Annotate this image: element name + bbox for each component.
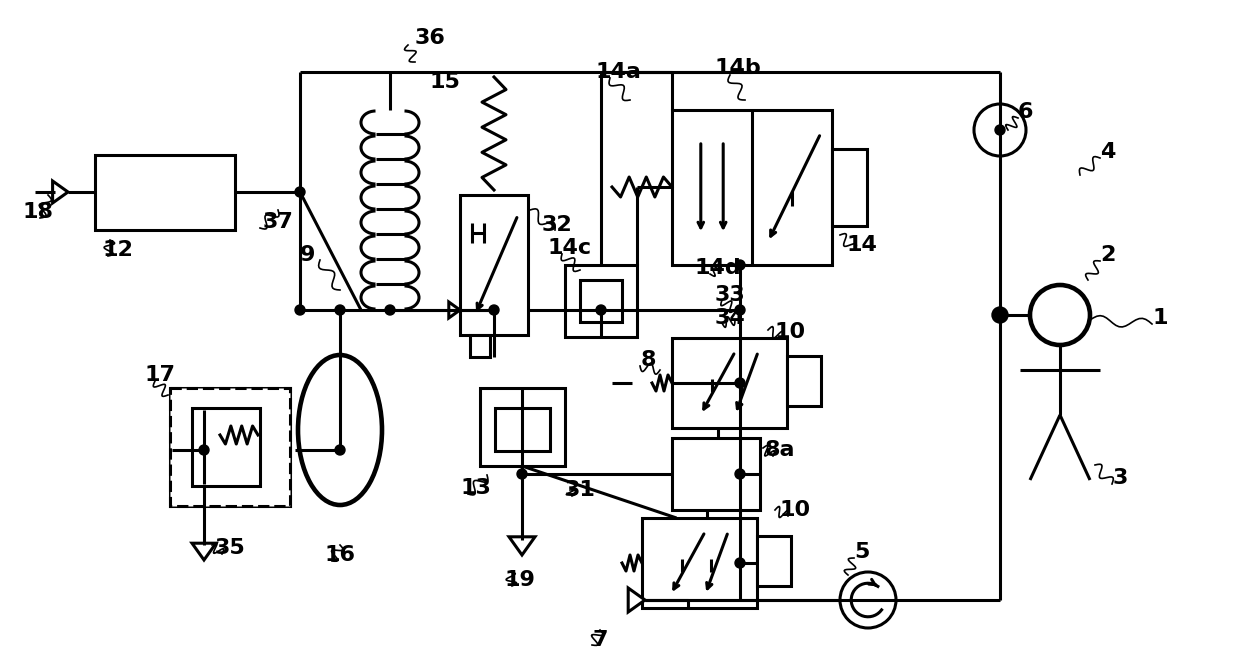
- Polygon shape: [192, 544, 216, 560]
- Bar: [787, 356, 821, 406]
- Text: 14a: 14a: [595, 62, 641, 82]
- Polygon shape: [449, 302, 460, 318]
- Text: 14c: 14c: [548, 238, 591, 258]
- Circle shape: [735, 260, 745, 270]
- Bar: [565, 265, 637, 337]
- Text: 37: 37: [263, 212, 294, 232]
- Bar: [192, 408, 260, 486]
- Circle shape: [1030, 285, 1090, 345]
- Bar: [756, 536, 791, 585]
- Circle shape: [973, 104, 1025, 156]
- Text: 31: 31: [564, 480, 595, 500]
- Polygon shape: [629, 588, 645, 612]
- Circle shape: [992, 307, 1008, 323]
- Bar: [460, 195, 528, 335]
- Text: 10: 10: [780, 500, 811, 520]
- Circle shape: [994, 125, 1004, 135]
- Text: 14b: 14b: [714, 58, 761, 78]
- Text: 33: 33: [714, 285, 745, 305]
- Bar: [672, 110, 832, 265]
- Text: 19: 19: [505, 570, 536, 590]
- Circle shape: [489, 305, 498, 315]
- Text: 12: 12: [103, 240, 134, 260]
- Circle shape: [517, 469, 527, 479]
- Bar: [170, 388, 290, 506]
- Text: 8: 8: [640, 350, 656, 370]
- Circle shape: [384, 305, 396, 315]
- Bar: [580, 280, 622, 322]
- Circle shape: [295, 305, 305, 315]
- Bar: [480, 388, 565, 466]
- Text: 5: 5: [854, 542, 869, 562]
- Bar: [832, 149, 867, 226]
- Text: 10: 10: [775, 322, 806, 342]
- Text: 14: 14: [847, 235, 878, 255]
- Text: 18: 18: [22, 202, 53, 222]
- Bar: [470, 335, 490, 357]
- Circle shape: [335, 305, 345, 315]
- Circle shape: [735, 558, 745, 568]
- Polygon shape: [508, 537, 534, 555]
- Text: 9: 9: [300, 245, 316, 265]
- Bar: [495, 408, 551, 451]
- Text: 16: 16: [325, 545, 356, 565]
- Circle shape: [295, 187, 305, 197]
- Circle shape: [735, 378, 745, 388]
- Text: 34: 34: [714, 308, 745, 328]
- Text: 14d: 14d: [694, 258, 742, 278]
- Circle shape: [596, 305, 606, 315]
- Text: 1: 1: [1152, 308, 1168, 328]
- Text: 6: 6: [1017, 102, 1033, 122]
- Text: 3: 3: [1112, 468, 1127, 488]
- Bar: [95, 155, 236, 230]
- Text: 13: 13: [460, 478, 491, 498]
- Text: 4: 4: [1100, 142, 1116, 162]
- Bar: [672, 438, 760, 510]
- Bar: [170, 388, 290, 506]
- Text: 35: 35: [215, 538, 246, 558]
- Text: 15: 15: [429, 72, 460, 92]
- Circle shape: [335, 445, 345, 455]
- Text: 2: 2: [1100, 245, 1116, 265]
- Circle shape: [735, 305, 745, 315]
- Text: 7: 7: [593, 630, 608, 650]
- Polygon shape: [52, 181, 68, 203]
- Text: 36: 36: [414, 28, 445, 48]
- Text: 32: 32: [542, 215, 573, 235]
- Text: 8a: 8a: [765, 440, 795, 460]
- Circle shape: [198, 445, 210, 455]
- Circle shape: [839, 572, 897, 628]
- Text: 17: 17: [145, 365, 176, 385]
- Bar: [672, 338, 787, 428]
- Bar: [642, 518, 756, 608]
- Circle shape: [735, 469, 745, 479]
- Ellipse shape: [298, 355, 382, 505]
